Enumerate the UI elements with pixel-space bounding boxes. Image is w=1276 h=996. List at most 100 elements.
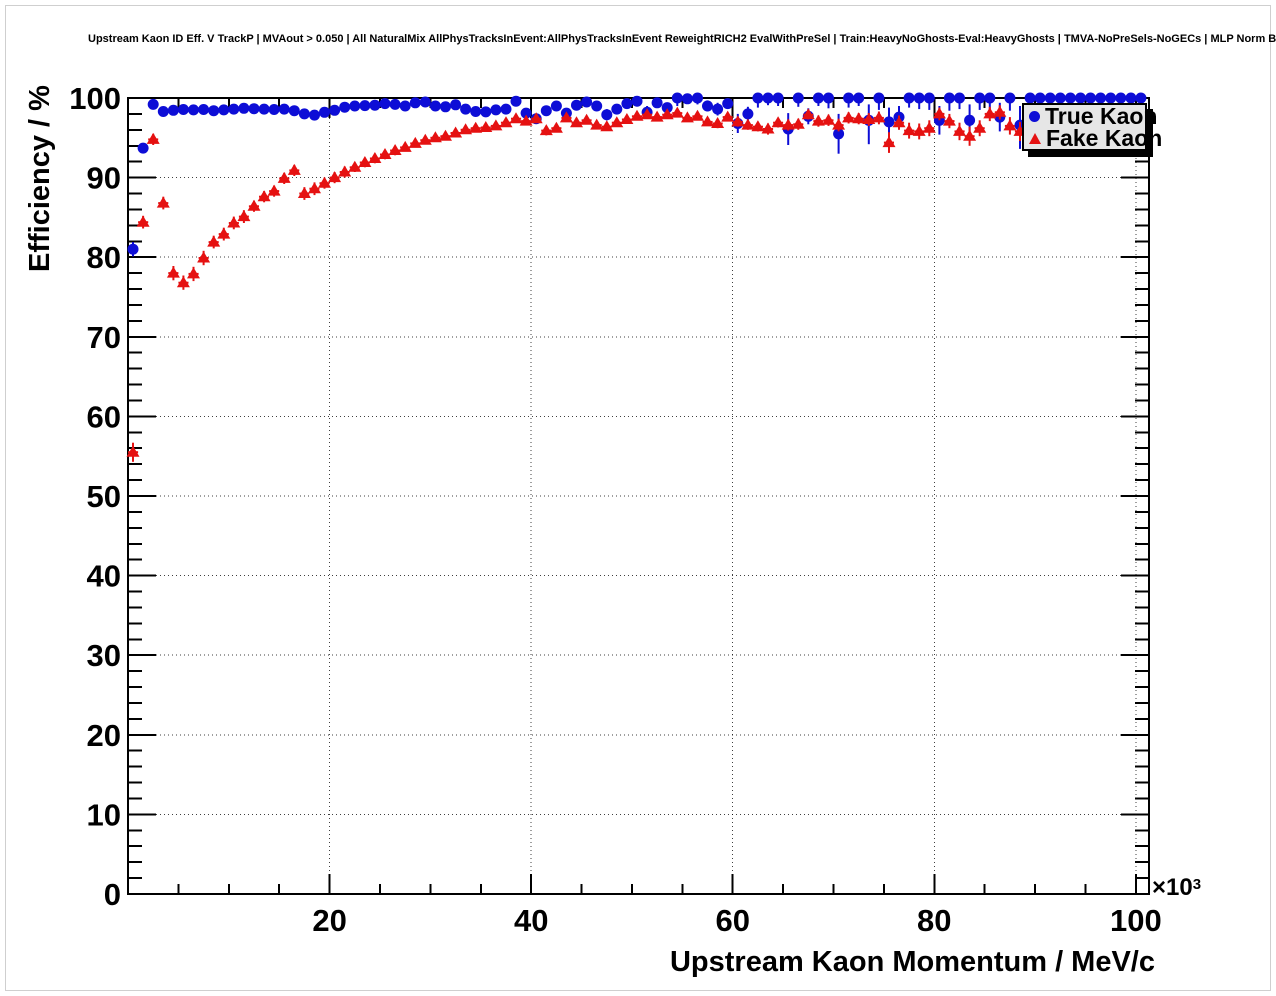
data-point-fake-kaon [549,121,563,133]
data-point-true-kaon [692,92,703,104]
data-point-true-kaon [550,100,562,112]
data-point-true-kaon [329,104,341,116]
data-point-true-kaon [964,114,976,126]
data-point-true-kaon [490,104,502,116]
data-point-fake-kaon [509,112,523,124]
plot-title: Upstream Kaon ID Eff. V TrackP | MVAout … [88,33,1276,45]
data-point-fake-kaon [640,108,654,120]
data-point-fake-kaon [207,235,221,247]
data-point-true-kaon [853,92,865,104]
data-point-fake-kaon [953,124,966,136]
data-point-true-kaon [712,103,724,115]
data-point-true-kaon [309,109,320,121]
data-point-fake-kaon [459,123,473,135]
data-point-fake-kaon [590,118,604,130]
data-point-fake-kaon [932,107,946,119]
data-point-fake-kaon [297,187,311,198]
data-point-fake-kaon [882,136,896,148]
svg-text:20: 20 [87,718,121,753]
data-point-true-kaon [177,104,189,115]
data-point-fake-kaon [428,131,442,143]
legend-entry-fake-kaon: Fake Kaon [1024,127,1162,150]
data-point-true-kaon [1054,92,1066,104]
data-point-true-kaon [339,101,351,113]
data-point-fake-kaon [368,152,382,163]
data-point-true-kaon [399,100,411,112]
svg-text:80: 80 [917,903,951,938]
data-point-fake-kaon [610,116,624,128]
data-point-true-kaon [571,99,582,111]
data-point-fake-kaon [136,215,150,227]
svg-text:50: 50 [87,479,121,514]
data-point-fake-kaon [751,120,765,132]
data-point-true-kaon [681,93,693,105]
data-point-true-kaon [581,96,593,108]
data-point-fake-kaon [902,124,916,136]
data-point-true-kaon [389,98,401,110]
data-point-fake-kaon [146,132,160,144]
data-point-fake-kaon [378,148,392,159]
data-point-true-kaon [661,102,673,114]
data-point-fake-kaon [388,144,402,155]
data-point-true-kaon [540,105,552,117]
data-point-true-kaon [923,92,935,104]
data-point-true-kaon [258,103,270,115]
data-point-true-kaon [288,105,300,117]
data-point-fake-kaon [741,118,755,130]
data-point-fake-kaon [197,251,211,263]
series-fake-kaon [126,105,1027,462]
data-point-fake-kaon [670,106,684,118]
data-point-fake-kaon [328,171,342,183]
data-point-true-kaon [137,142,149,154]
data-point-fake-kaon [156,196,170,208]
data-point-fake-kaon [338,165,352,177]
data-point-fake-kaon [660,108,674,120]
svg-text:60: 60 [87,399,121,434]
svg-text:40: 40 [514,903,548,938]
y-axis-title: Efficiency / % [24,85,56,272]
axis-ticks [128,98,1149,894]
data-point-true-kaon [379,98,391,110]
data-point-true-kaon [883,116,895,128]
data-point-true-kaon [238,102,250,114]
data-point-fake-kaon [418,133,432,145]
data-point-fake-kaon [237,210,251,222]
data-point-true-kaon [419,96,431,108]
data-point-true-kaon [157,106,169,117]
data-point-fake-kaon [559,111,573,123]
data-point-true-kaon [319,106,330,118]
svg-text:60: 60 [715,903,749,938]
data-point-true-kaon [742,108,754,120]
data-point-true-kaon [954,92,965,104]
data-point-true-kaon [601,109,613,121]
data-point-true-kaon [359,100,371,112]
data-point-fake-kaon [187,267,200,279]
data-point-fake-kaon [580,113,594,125]
svg-text:10: 10 [87,797,121,832]
data-point-fake-kaon [852,112,866,124]
data-point-fake-kaon [439,129,452,141]
data-point-true-kaon [1105,92,1117,104]
data-point-fake-kaon [630,109,644,121]
data-point-fake-kaon [489,119,503,131]
data-point-fake-kaon [600,120,614,132]
data-point-true-kaon [208,105,220,117]
data-point-true-kaon [1034,92,1046,104]
data-point-fake-kaon [398,140,412,152]
data-point-fake-kaon [247,199,261,211]
svg-text:80: 80 [87,240,121,275]
data-point-fake-kaon [479,121,493,132]
data-point-fake-kaon [318,176,331,188]
svg-text:20: 20 [312,903,346,938]
data-point-fake-kaon [570,116,583,128]
svg-text:100: 100 [1110,903,1162,938]
data-point-true-kaon [974,92,986,104]
data-point-true-kaon [722,98,734,110]
data-point-fake-kaon [449,126,463,138]
data-point-true-kaon [198,104,210,115]
data-point-fake-kaon [701,115,714,127]
data-point-true-kaon [1044,92,1056,104]
data-point-fake-kaon [469,121,483,133]
data-point-fake-kaon [761,122,775,134]
data-point-fake-kaon [942,114,956,126]
